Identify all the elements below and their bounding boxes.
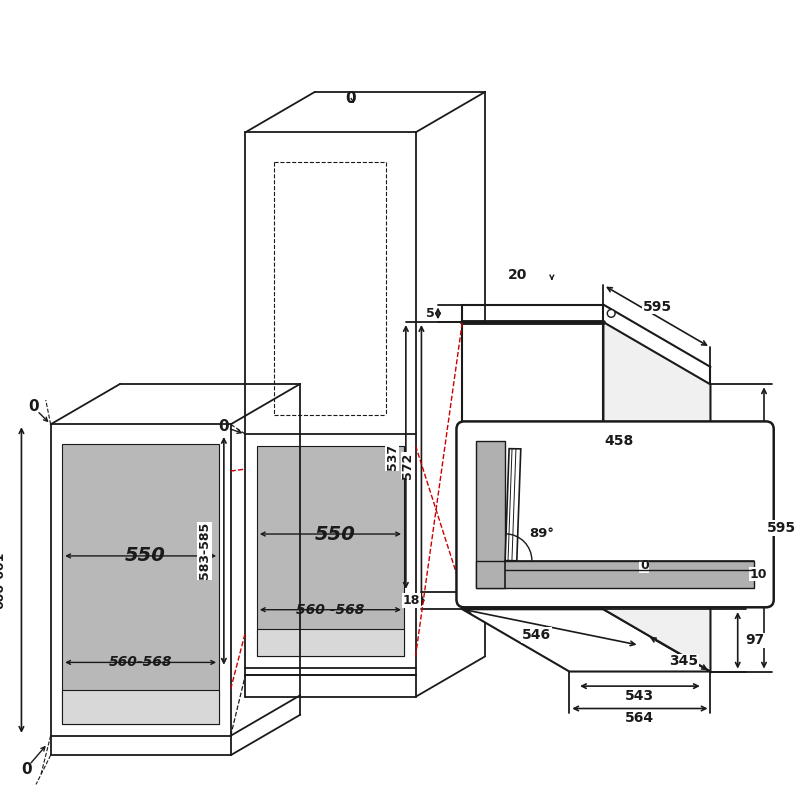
Text: 345: 345 <box>669 654 698 668</box>
Text: 543: 543 <box>626 689 654 703</box>
Text: 595: 595 <box>767 521 796 535</box>
Polygon shape <box>62 444 219 724</box>
Text: 560-568: 560-568 <box>109 655 173 670</box>
FancyBboxPatch shape <box>468 480 488 499</box>
Text: 600-601: 600-601 <box>0 551 6 609</box>
Text: 97: 97 <box>746 634 765 647</box>
Text: 564: 564 <box>626 711 654 726</box>
Text: 537: 537 <box>386 444 398 470</box>
Polygon shape <box>476 561 754 588</box>
Text: 560 -568: 560 -568 <box>296 602 365 617</box>
Polygon shape <box>462 610 710 671</box>
Polygon shape <box>505 449 521 561</box>
Text: 550: 550 <box>125 546 166 566</box>
Text: 595: 595 <box>642 299 671 314</box>
Text: 458: 458 <box>605 434 634 448</box>
Text: 0: 0 <box>21 762 32 778</box>
Polygon shape <box>476 441 505 588</box>
Polygon shape <box>257 446 404 656</box>
Text: 89°: 89° <box>530 527 554 540</box>
Circle shape <box>607 310 615 318</box>
Polygon shape <box>62 690 219 724</box>
Polygon shape <box>257 629 404 656</box>
Text: 5: 5 <box>426 307 434 320</box>
Text: 20: 20 <box>508 269 527 282</box>
FancyBboxPatch shape <box>457 422 774 607</box>
Text: 10: 10 <box>750 568 767 581</box>
Text: 583-585: 583-585 <box>198 522 211 579</box>
FancyBboxPatch shape <box>468 514 488 534</box>
Text: 0: 0 <box>640 559 649 572</box>
Polygon shape <box>603 322 710 671</box>
Text: 550: 550 <box>315 525 356 543</box>
Text: 0: 0 <box>345 91 356 106</box>
Text: 572: 572 <box>402 453 414 479</box>
Text: 0: 0 <box>218 418 229 434</box>
Polygon shape <box>462 322 603 610</box>
Text: 0: 0 <box>28 399 38 414</box>
Text: 546: 546 <box>522 628 551 642</box>
Text: 18: 18 <box>403 594 420 607</box>
